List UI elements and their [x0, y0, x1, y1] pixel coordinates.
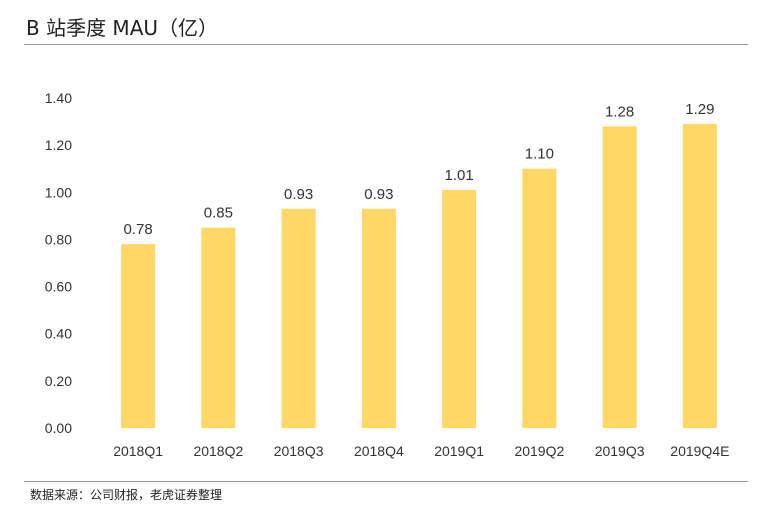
x-tick-label: 2019Q1: [434, 443, 484, 459]
bar: [281, 208, 316, 428]
chart-title: B 站季度 MAU（亿）: [26, 16, 219, 40]
bar: [602, 126, 637, 429]
y-tick-label: 0.40: [45, 326, 72, 342]
bar-chart: 0.00 0.20 0.40 0.60 0.80 1.00 1.20 1.40 0.78 0.8…: [45, 90, 730, 459]
bar: [522, 168, 557, 428]
x-tick-label: 2018Q3: [274, 443, 324, 459]
data-label: 1.01: [445, 167, 474, 184]
data-label: 0.93: [364, 186, 393, 203]
y-tick-label: 1.40: [45, 90, 72, 106]
bar: [442, 189, 477, 428]
x-tick-label: 2018Q4: [354, 443, 404, 459]
bars: [121, 123, 717, 429]
data-label: 0.85: [204, 205, 233, 222]
source-note: 数据来源：公司财报，老虎证券整理: [30, 488, 223, 502]
y-tick-label: 0.80: [45, 231, 72, 247]
y-tick-label: 1.20: [45, 137, 72, 153]
data-label: 1.28: [605, 103, 634, 120]
x-tick-label: 2019Q2: [514, 443, 564, 459]
data-label: 0.78: [124, 221, 153, 238]
source-divider: [24, 481, 748, 482]
x-tick-label: 2018Q1: [113, 443, 163, 459]
x-tick-label: 2018Q2: [193, 443, 243, 459]
data-labels: 0.78 0.85 0.93 0.93 1.01 1.10 1.28 1.29: [124, 101, 715, 238]
y-tick-label: 1.00: [45, 184, 72, 200]
bar: [121, 244, 156, 428]
y-tick-label: 0.60: [45, 279, 72, 295]
bar: [682, 123, 717, 428]
data-label: 1.10: [525, 146, 554, 163]
y-tick-label: 0.00: [45, 420, 72, 436]
bar: [201, 227, 236, 428]
x-axis-ticks: 2018Q1 2018Q2 2018Q3 2018Q4 2019Q1 2019Q2 2019…: [113, 443, 729, 459]
x-tick-label: 2019Q4E: [670, 443, 729, 459]
data-label: 1.29: [685, 101, 714, 118]
x-tick-label: 2019Q3: [595, 443, 645, 459]
y-tick-label: 0.20: [45, 373, 72, 389]
y-axis-ticks: 0.00 0.20 0.40 0.60 0.80 1.00 1.20 1.40: [45, 90, 72, 436]
title-divider: [24, 44, 748, 45]
data-label: 0.93: [284, 186, 313, 203]
bar: [361, 208, 396, 428]
